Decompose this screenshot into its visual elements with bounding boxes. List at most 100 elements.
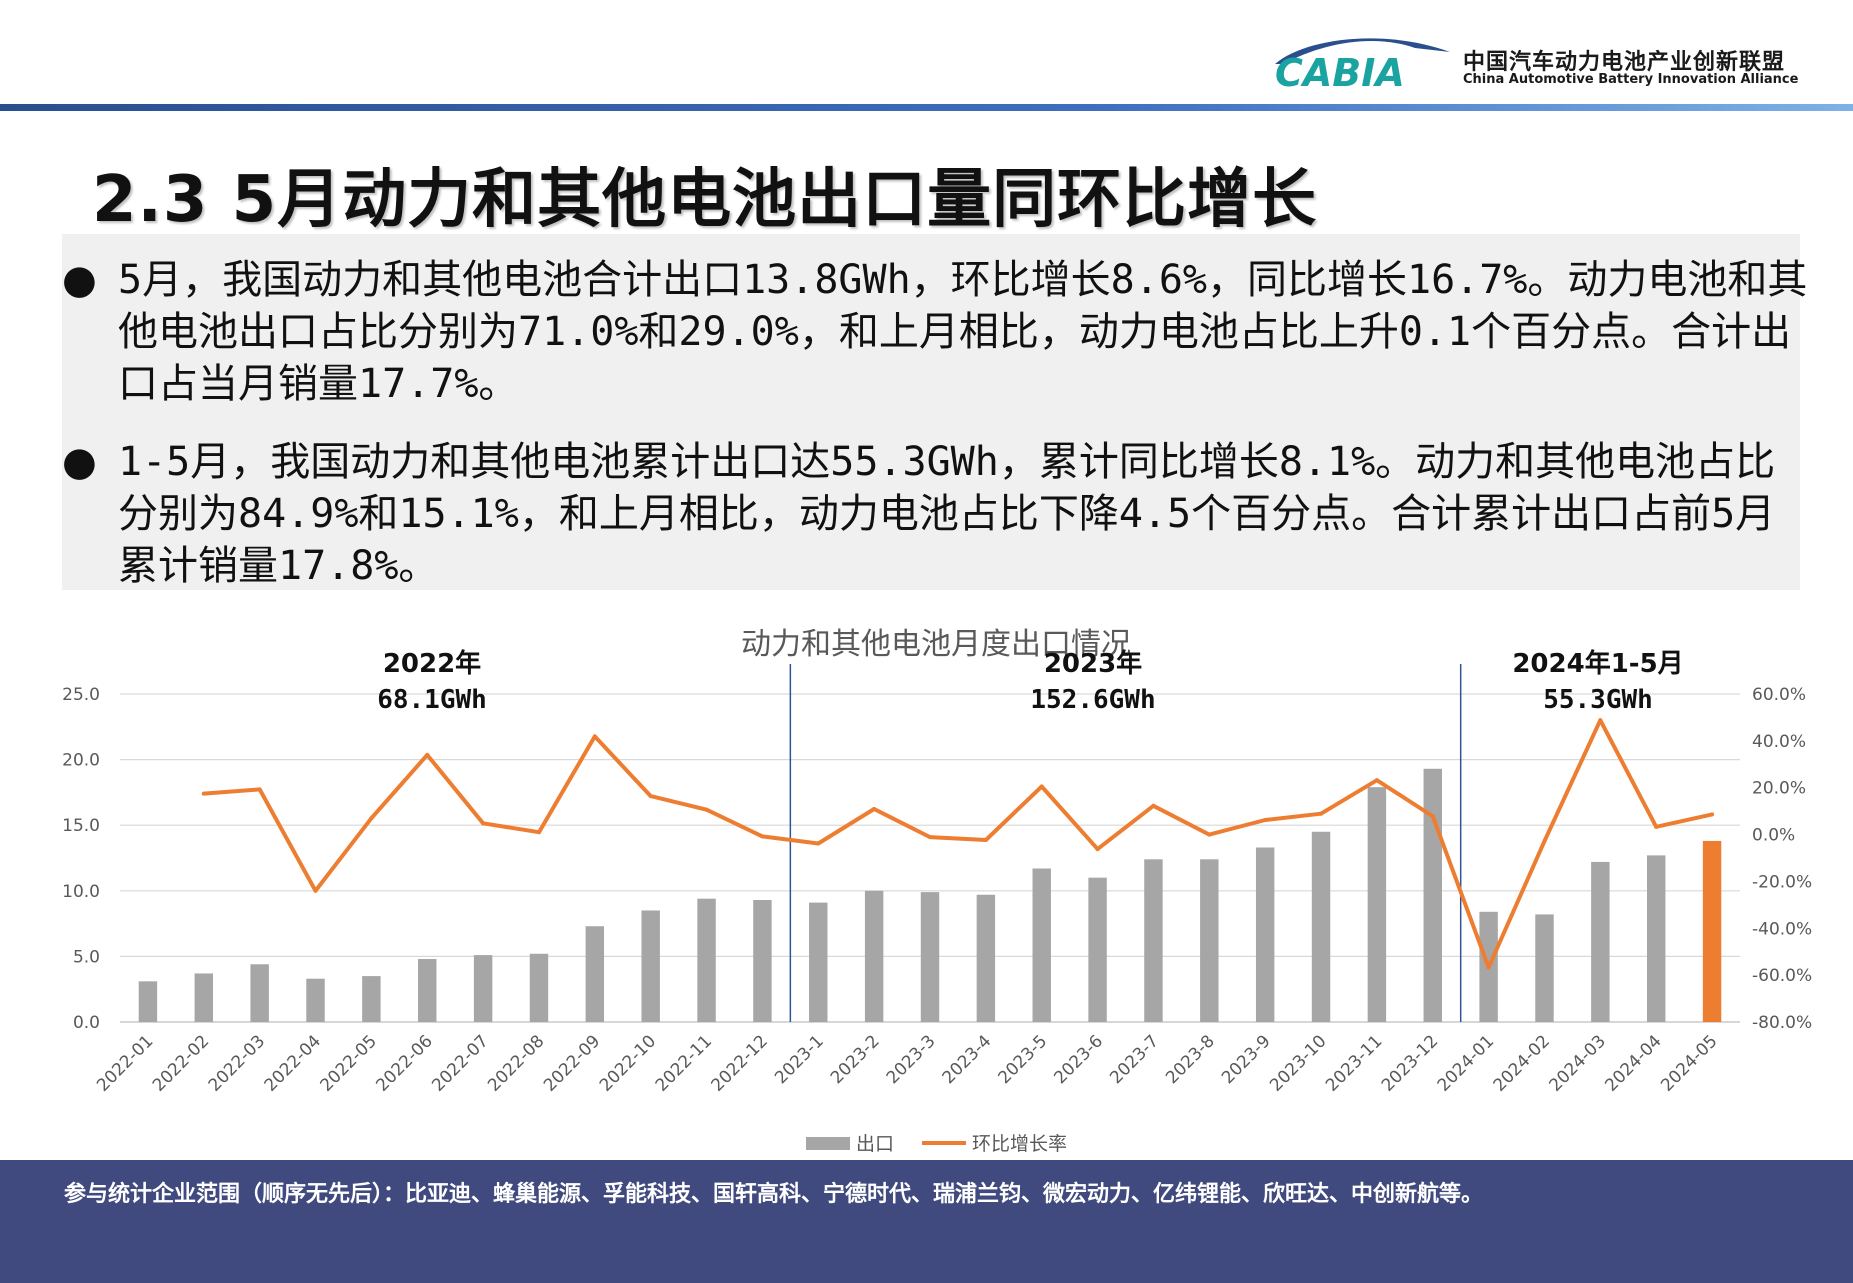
growth-rate-point [1039,784,1044,789]
growth-rate-point [1207,832,1212,837]
bullet-dot-icon: ● [62,257,97,303]
bar [1032,868,1051,1022]
bar [1535,914,1554,1022]
y-right-tick-label: -40.0% [1752,919,1812,939]
growth-rate-line [203,718,1713,970]
growth-rate-point [983,837,988,842]
period-annotation-total: 68.1GWh [377,685,487,715]
summary-box [62,234,1800,590]
bar [809,902,828,1022]
bar [1702,840,1722,1022]
growth-rate-point [1263,818,1268,823]
x-tick-label: 2022-10 [596,1031,660,1095]
y-left-tick-label: 0.0 [73,1013,100,1033]
x-tick-label: 2023-7 [1106,1031,1163,1088]
growth-rate-point [760,834,765,839]
growth-rate-point [1430,814,1435,819]
x-tick-label: 2022-09 [540,1031,604,1095]
x-tick-label: 2022-01 [93,1031,157,1095]
bar [1200,859,1219,1022]
chart-title: 动力和其他电池月度出口情况 [741,627,1131,662]
x-tick-label: 2022-12 [708,1031,772,1095]
y-left-tick-label: 15.0 [62,816,100,836]
bar [864,890,884,1022]
growth-rate-point [872,807,877,812]
x-tick-label: 2023-6 [1050,1031,1107,1088]
x-tick-label: 2022-07 [428,1031,492,1095]
x-tick-label: 2023-2 [827,1031,884,1088]
x-tick-label: 2022-04 [261,1031,325,1095]
y-right-tick-label: -20.0% [1752,872,1812,892]
x-tick-label: 2024-02 [1490,1031,1554,1095]
legend-bar-swatch [806,1137,850,1150]
x-tick-label: 2023-3 [883,1031,940,1088]
period-annotation-total: 55.3GWh [1543,685,1653,715]
bar [473,955,493,1022]
y-right-tick-label: 20.0% [1752,779,1806,799]
bar [976,894,996,1022]
bullet-text: 1-5月，我国动力和其他电池累计出口达55.3GWh，累计同比增长8.1%。动力… [118,439,1776,589]
header-divider [0,104,1853,111]
bar [529,953,549,1022]
bar [1591,861,1610,1022]
bar [138,981,158,1022]
bar [250,964,269,1022]
x-tick-label: 2022-11 [652,1031,716,1095]
growth-rate-point [648,794,653,799]
org-name-cn: 中国汽车动力电池产业创新联盟 [1463,50,1786,75]
car-logo-icon: CABIA [1275,38,1450,95]
growth-rate-point [425,752,430,757]
bar [418,959,437,1022]
growth-rate-point [1598,718,1603,723]
y-left-tick-label: 5.0 [73,947,100,967]
growth-rate-point [1710,812,1715,817]
x-tick-label: 2023-9 [1218,1031,1275,1088]
bar [753,899,772,1022]
growth-rate-point [1374,778,1379,783]
growth-rate-point [481,821,486,826]
x-tick-label: 2024-03 [1546,1031,1610,1095]
growth-rate-point [816,841,821,846]
growth-rate-point [1542,839,1547,844]
bar [1367,787,1387,1022]
footer-note: 参与统计企业范围（顺序无先后）：比亚迪、蜂巢能源、孚能科技、国轩高科、宁德时代、… [64,1182,1484,1207]
bar [585,926,605,1022]
svg-text:CABIA: CABIA [1275,51,1405,90]
org-name-en: China Automotive Battery Innovation Alli… [1463,72,1799,87]
x-tick-label: 2024-04 [1601,1031,1665,1095]
x-tick-label: 2023-10 [1266,1031,1330,1095]
period-annotation-total: 152.6GWh [1030,685,1155,715]
header-bar: CABIA 中国汽车动力电池产业创新联盟 China Automotive Ba… [0,0,1853,104]
growth-rate-point [1486,965,1491,970]
cabia-logo: CABIA [1265,28,1455,95]
legend-bar-label: 出口 [856,1133,894,1155]
x-tick-label: 2024-01 [1434,1031,1498,1095]
growth-rate-point [928,835,932,840]
period-annotation-label: 2024年1-5月 [1512,648,1683,679]
growth-rate-point [1151,803,1156,808]
x-tick-label: 2024-05 [1657,1031,1721,1095]
period-annotation-label: 2022年 [383,648,481,679]
growth-rate-point [1654,824,1659,829]
y-left-tick-label: 10.0 [62,882,100,902]
growth-rate-point [1319,811,1324,816]
y-right-tick-label: 0.0% [1752,826,1795,846]
x-tick-label: 2022-06 [372,1031,436,1095]
growth-rate-point [369,816,374,821]
bullet-text: 5月，我国动力和其他电池合计出口13.8GWh，环比增长8.6%，同比增长16.… [118,257,1808,407]
bar [1646,855,1666,1022]
bar [641,910,660,1022]
x-tick-label: 2022-08 [484,1031,548,1095]
x-tick-label: 2022-03 [205,1031,269,1095]
bar [1311,831,1331,1022]
x-tick-label: 2023-8 [1162,1031,1219,1088]
bar [362,976,381,1022]
y-left-tick-label: 25.0 [62,685,100,705]
bar [194,973,214,1022]
export-chart: 动力和其他电池月度出口情况 0.0 5.0 10.0 15.0 20.0 25.0 -80.0… [62,627,1812,1155]
bar [920,892,940,1022]
x-tick-label: 2023-11 [1322,1031,1386,1095]
x-tick-label: 2023-12 [1378,1031,1442,1095]
growth-rate-point [257,787,262,792]
bar [697,898,716,1022]
